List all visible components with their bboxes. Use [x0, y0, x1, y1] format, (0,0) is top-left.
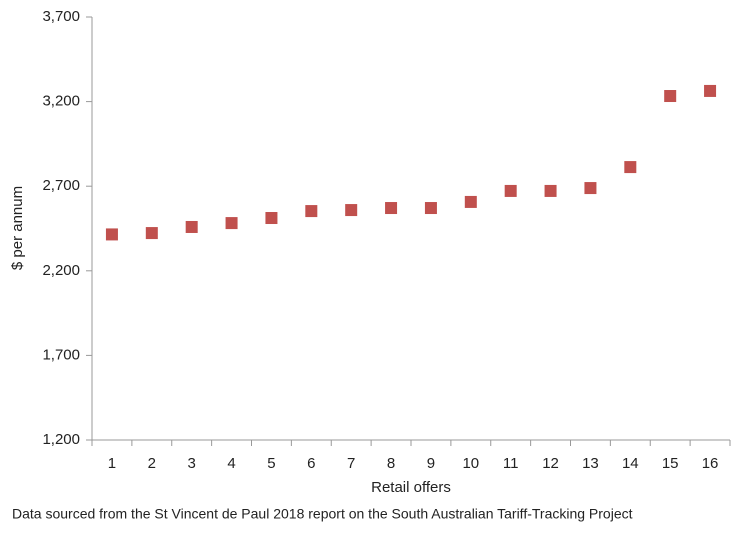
x-tick-label: 10	[462, 455, 479, 472]
marker	[504, 184, 517, 197]
y-tick-label: 3,200	[42, 93, 80, 110]
marker	[664, 90, 677, 103]
y-axis-title: $ per annum	[9, 186, 26, 270]
marker	[345, 204, 358, 217]
marker	[624, 161, 637, 174]
footnote: Data sourced from the St Vincent de Paul…	[12, 506, 633, 522]
marker	[385, 202, 398, 215]
marker	[584, 182, 597, 195]
marker	[704, 84, 717, 97]
y-tick-label: 3,700	[42, 8, 80, 25]
marker	[265, 212, 278, 225]
y-tick-label: 1,200	[42, 431, 80, 448]
x-tick-label: 16	[702, 455, 719, 472]
y-tick-label: 2,200	[42, 262, 80, 279]
marker	[464, 195, 477, 208]
marker	[225, 217, 238, 230]
y-tick-label: 1,700	[42, 346, 80, 363]
x-axis-title: Retail offers	[371, 479, 451, 496]
x-tick-label: 8	[387, 455, 395, 472]
x-tick-label: 15	[662, 455, 679, 472]
marker	[544, 184, 557, 197]
x-tick-label: 3	[188, 455, 196, 472]
marker	[185, 220, 198, 233]
marker	[424, 202, 437, 215]
x-tick-label: 9	[427, 455, 435, 472]
marker	[305, 205, 318, 218]
x-tick-label: 11	[503, 455, 519, 472]
x-tick-label: 5	[267, 455, 275, 472]
x-tick-label: 6	[307, 455, 315, 472]
x-tick-label: 2	[148, 455, 156, 472]
x-tick-label: 12	[542, 455, 559, 472]
x-tick-label: 7	[347, 455, 355, 472]
marker	[105, 228, 118, 241]
x-tick-label: 1	[108, 455, 116, 472]
x-tick-label: 13	[582, 455, 599, 472]
y-tick-label: 2,700	[42, 177, 80, 194]
x-tick-label: 4	[227, 455, 235, 472]
x-tick-label: 14	[622, 455, 639, 472]
marker	[145, 227, 158, 240]
